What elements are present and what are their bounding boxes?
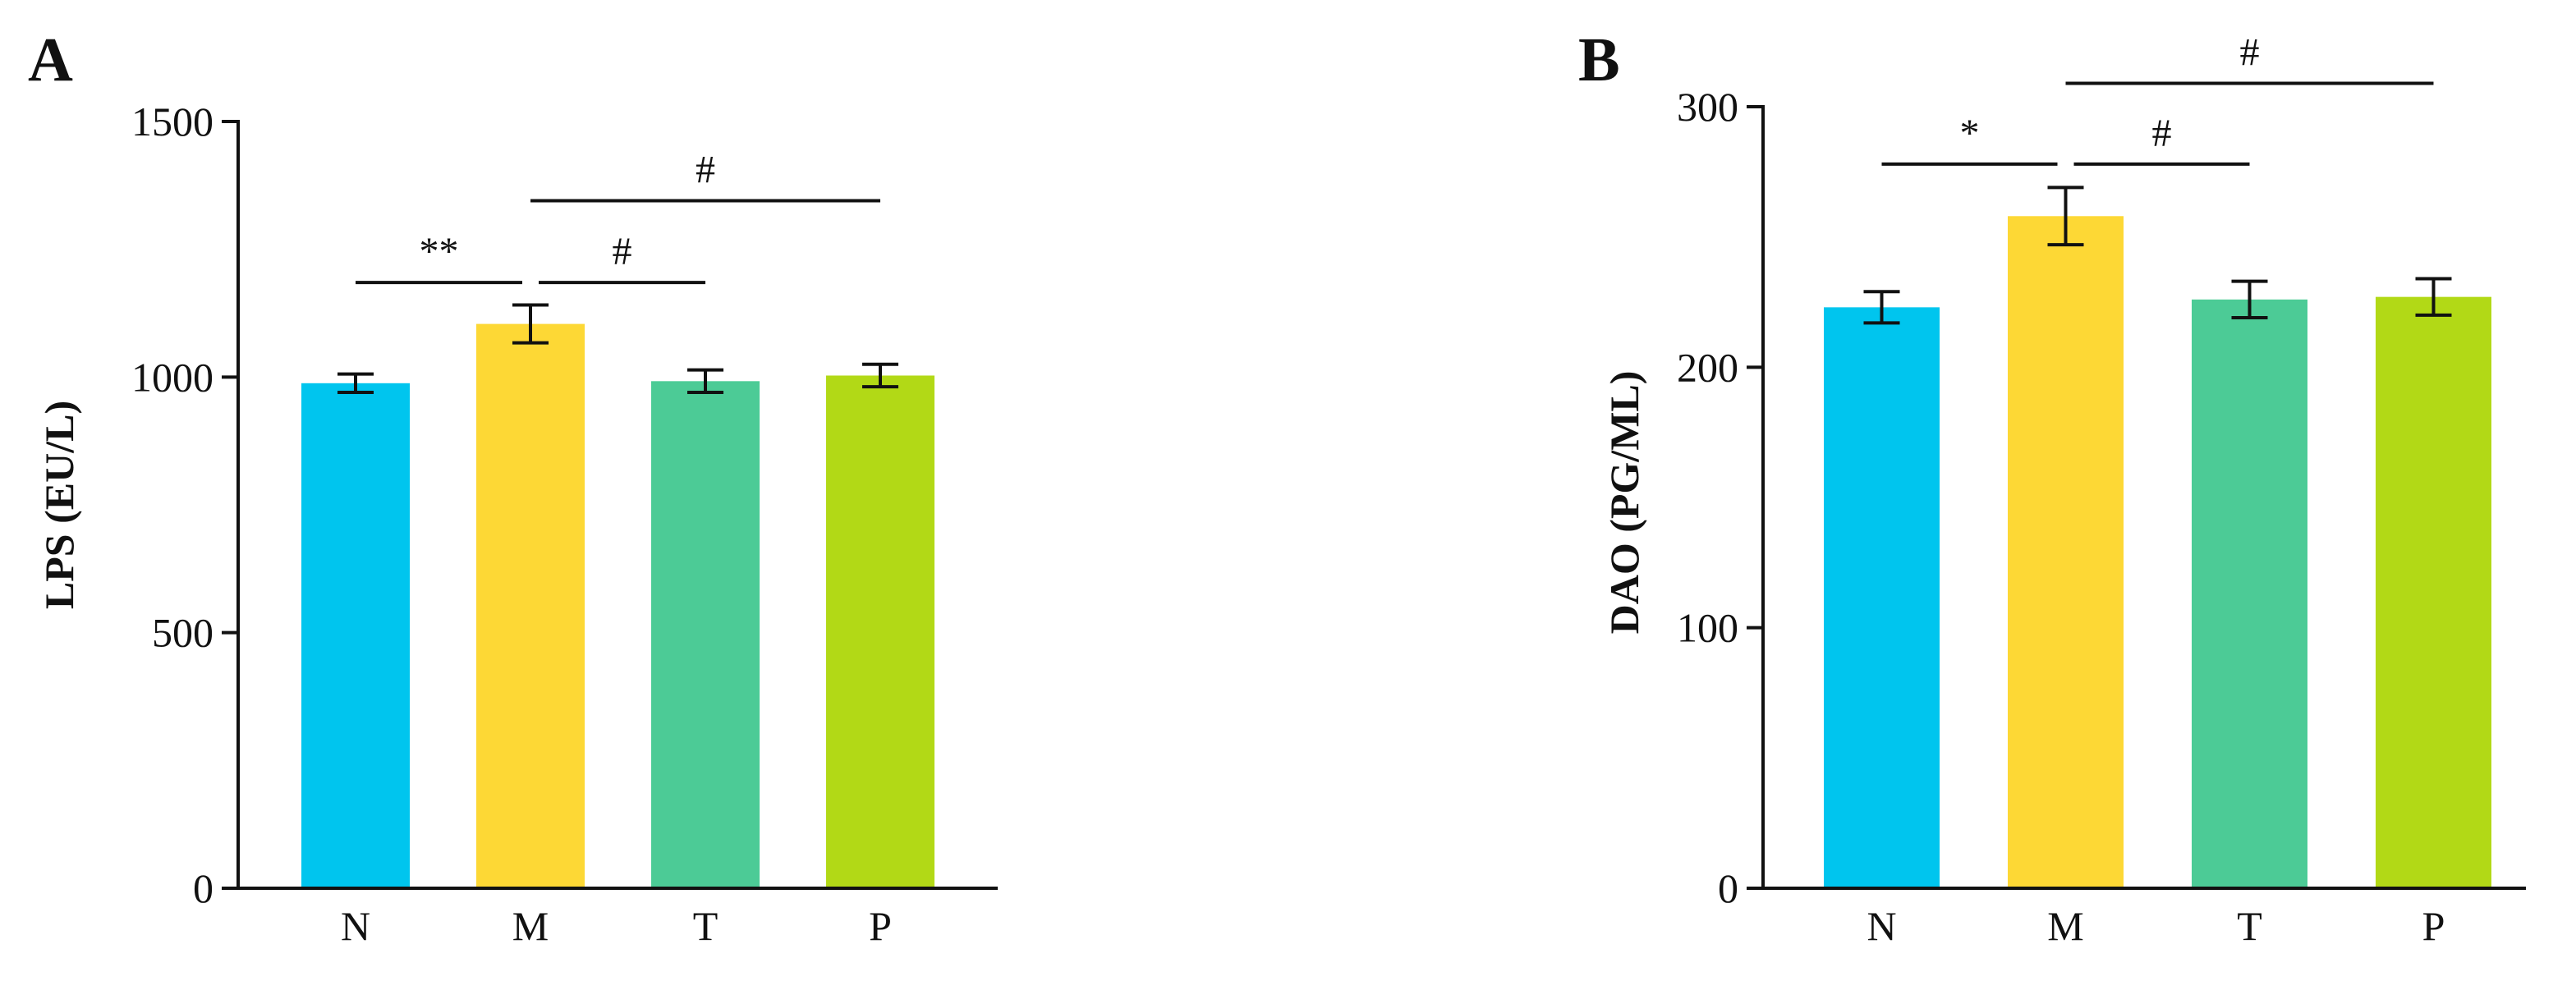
error-bar-p <box>862 362 898 389</box>
error-bar-p <box>2415 277 2452 317</box>
bar-m <box>2008 216 2124 888</box>
y-tick-label: 0 <box>193 865 214 911</box>
panel-letter: B <box>1578 25 1620 94</box>
error-bar-m <box>2047 186 2084 247</box>
y-tick-label: 100 <box>1677 605 1738 651</box>
y-tick-label: 1500 <box>131 99 214 144</box>
y-tick-label: 1000 <box>131 354 214 400</box>
category-label-n: N <box>341 903 370 949</box>
y-axis-title: LPS (EU/L) <box>36 401 82 609</box>
y-tick-label: 300 <box>1677 84 1738 130</box>
bar-t <box>651 381 760 888</box>
bar-p <box>2376 296 2491 888</box>
error-bar-m <box>512 303 549 345</box>
panel-a: A 0 500 1000 1500 N M T P LPS (EU/L) ** # # <box>28 25 998 949</box>
bar-p <box>826 375 934 888</box>
y-tick-label: 500 <box>152 610 214 656</box>
error-bar-n <box>1863 290 1900 325</box>
y-tick-label: 200 <box>1677 344 1738 390</box>
category-label-m: M <box>512 903 549 949</box>
bar-m <box>476 323 585 888</box>
error-bar-t <box>2231 279 2268 320</box>
significance-label: # <box>696 149 715 192</box>
error-bar-t <box>687 368 723 395</box>
bar-n <box>1824 307 1940 888</box>
bar-n <box>301 383 410 889</box>
y-axis-title: DAO (PG/ML) <box>1601 371 1647 635</box>
significance-label: # <box>2240 30 2260 74</box>
significance-label: # <box>2152 112 2172 155</box>
panel-letter: A <box>28 25 73 94</box>
category-label-t: T <box>2237 903 2262 949</box>
bar-t <box>2192 299 2307 888</box>
category-label-t: T <box>693 903 719 949</box>
y-tick-label: 0 <box>1718 865 1738 911</box>
category-label-p: P <box>869 903 892 949</box>
significance-label: * <box>1960 112 1980 155</box>
significance-label: ** <box>420 230 459 273</box>
category-label-n: N <box>1867 903 1896 949</box>
error-bar-n <box>337 372 374 395</box>
panel-b: B 0 100 200 300 N M T P DAO (PG/ML) * # # <box>1578 25 2526 949</box>
significance-label: # <box>613 230 632 273</box>
category-label-p: P <box>2422 903 2445 949</box>
category-label-m: M <box>2047 903 2083 949</box>
